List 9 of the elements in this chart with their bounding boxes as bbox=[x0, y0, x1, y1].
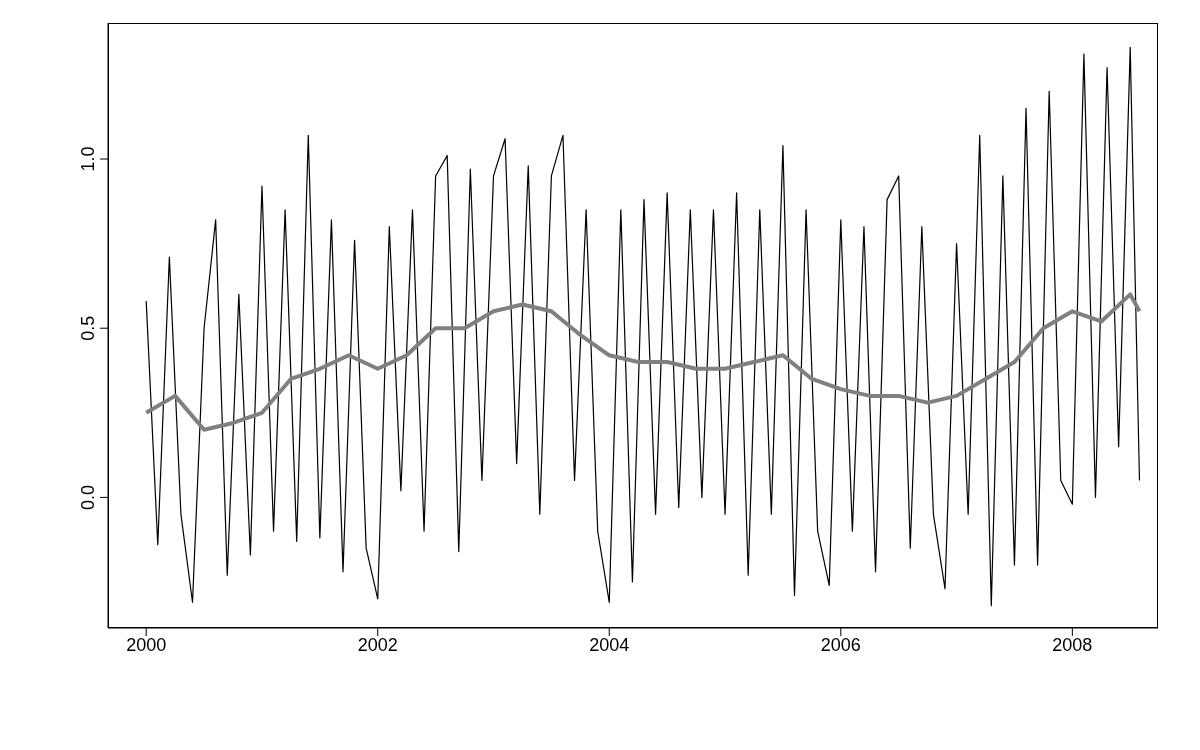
y-tick-label: 0.5 bbox=[78, 315, 98, 341]
y-tick-label: 1.0 bbox=[78, 146, 98, 172]
x-tick-label: 2004 bbox=[589, 634, 630, 655]
y-tick-label: 0.0 bbox=[78, 484, 98, 510]
x-tick-label: 2006 bbox=[820, 634, 861, 655]
x-tick-label: 2008 bbox=[1052, 634, 1093, 655]
x-tick-label: 2000 bbox=[126, 634, 167, 655]
line-series bbox=[144, 292, 1142, 432]
x-tick-label: 2002 bbox=[357, 634, 398, 655]
